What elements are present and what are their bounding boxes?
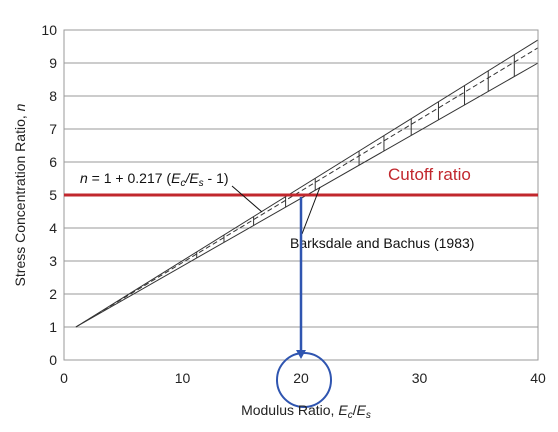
series-line-equation-fit [75, 47, 539, 328]
source-label: Barksdale and Bachus (1983) [290, 235, 474, 251]
y-axis-title: Stress Concentration Ratio, n [12, 103, 28, 286]
y-tick-label: 1 [49, 319, 57, 335]
x-tick-label: 0 [60, 370, 68, 386]
y-tick-label: 3 [49, 253, 57, 269]
x-axis-title: Modulus Ratio, Ec/Es [241, 402, 371, 421]
y-tick-label: 5 [49, 187, 57, 203]
y-tick-label: 8 [49, 88, 57, 104]
y-tick-label: 10 [41, 22, 57, 38]
x-tick-label: 10 [175, 370, 191, 386]
equation-leader-line [231, 185, 263, 213]
cutoff-label: Cutoff ratio [388, 165, 471, 184]
x-tick-labels: 0 10 30 40 [60, 370, 546, 386]
series-line-upper-bound [75, 39, 539, 328]
y-tick-label: 2 [49, 286, 57, 302]
marker-circle [276, 352, 332, 408]
x-tick-label: 40 [530, 370, 546, 386]
x-tick-label: 20 [293, 370, 309, 386]
source-leader-line [301, 186, 321, 235]
range-bars [196, 54, 515, 258]
y-tick-label: 6 [49, 154, 57, 170]
equation-annotation: n = 1 + 0.217 (Ec/Es - 1) [80, 170, 229, 189]
x-tick-label: 30 [412, 370, 428, 386]
y-tick-label: 9 [49, 55, 57, 71]
y-tick-label: 0 [49, 352, 57, 368]
y-tick-labels: 0 1 2 3 4 5 6 7 8 9 10 [41, 22, 57, 368]
y-tick-label: 4 [49, 220, 57, 236]
y-tick-label: 7 [49, 121, 57, 137]
